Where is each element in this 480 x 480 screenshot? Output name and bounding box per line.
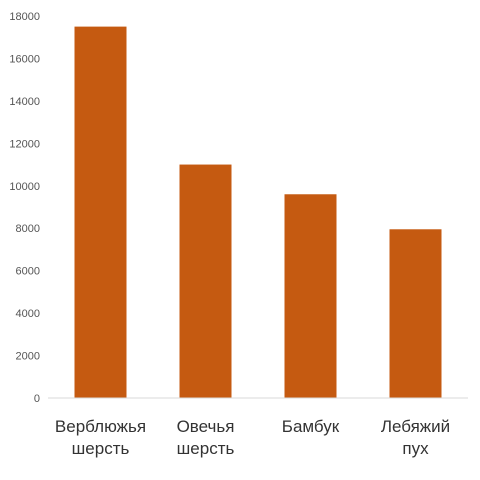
category-label-line: шерсть [177,439,235,458]
y-tick-label: 0 [34,393,40,405]
y-tick-label: 4000 [16,308,40,320]
category-label: Верблюжья шерсть [55,417,146,458]
bar [389,229,442,398]
y-tick-label: 12000 [9,138,40,150]
y-tick-label: 6000 [16,266,40,278]
bar [74,26,127,398]
bar [179,164,232,398]
category-label-line: Лебяжий [381,417,450,436]
bars [74,26,442,398]
y-tick-label: 18000 [9,11,40,23]
category-label-line: Овечья [177,417,235,436]
category-label-line: Бамбук [282,417,340,436]
category-label: Овечья шерсть [177,417,235,458]
category-label-line: Верблюжья [55,417,146,436]
category-label: Бамбук [282,417,340,436]
y-tick-label: 10000 [9,181,40,193]
y-axis-ticks: 0 2000 4000 6000 8000 10000 12000 14000 16000 180… [9,11,40,405]
category-label: Лебяжий пух [381,417,450,458]
y-tick-label: 14000 [9,96,40,108]
x-axis-labels: Верблюжья шерсть Овечья шерсть Бамбук Лебяжий… [55,417,450,458]
category-label-line: пух [402,439,429,458]
y-tick-label: 16000 [9,53,40,65]
y-tick-label: 8000 [16,223,40,235]
category-label-line: шерсть [72,439,130,458]
y-tick-label: 2000 [16,351,40,363]
bar [284,194,337,398]
